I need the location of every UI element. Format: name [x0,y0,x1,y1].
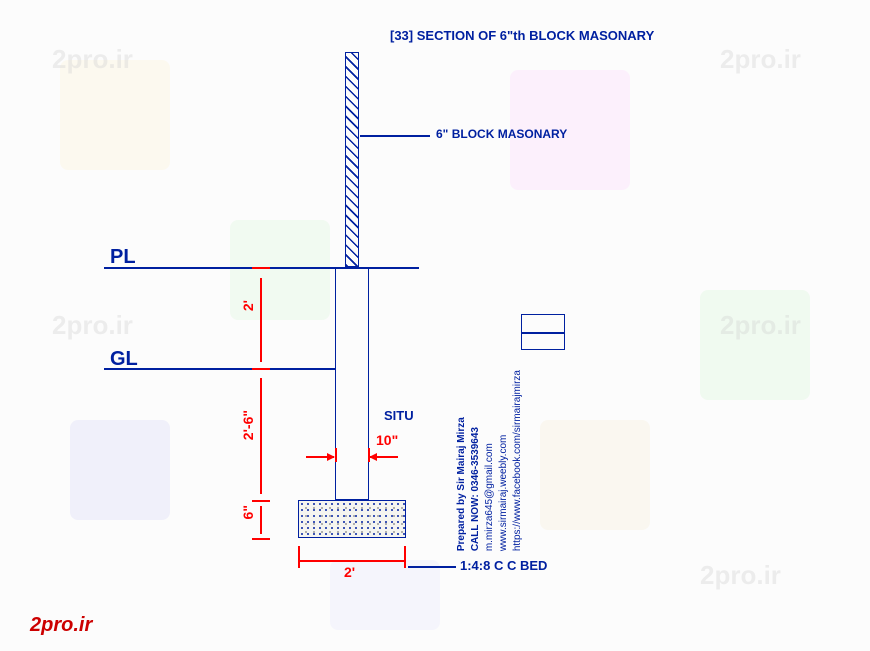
dim-below-depth: 2'-6" [240,410,256,440]
gl-label: GL [110,348,138,371]
bg-blob [60,60,170,170]
cc-bed [298,500,406,538]
credit-line: Prepared by Sir Mairaj Mirza [455,370,469,551]
dim-plinth-height: 2' [240,300,256,311]
credit-line: www.sirmairaj.weebly.com [497,370,511,551]
ext-line [335,448,337,462]
dim-plinth-width: 10" [376,432,398,448]
credit-line: CALL NOW: 0346-3539643 [469,370,483,551]
detail-box [521,314,565,350]
bottom-watermark: 2pro.ir [30,614,92,637]
dim-line [260,278,262,362]
ext-line [404,546,406,568]
credit-line: m.mirza645@gmail.com [483,370,497,551]
watermark: 2pro.ir [700,560,781,591]
gl-line [104,368,336,370]
dim-line [260,378,262,494]
credits-block: Prepared by Sir Mairaj Mirza CALL NOW: 0… [455,370,525,551]
bg-blob [700,290,810,400]
ext-line [252,538,270,540]
watermark: 2pro.ir [52,310,133,341]
ext-line [252,267,270,269]
bg-blob [70,420,170,520]
watermark: 2pro.ir [720,44,801,75]
ext-line [252,368,270,370]
situ-label: SITU [384,408,414,423]
leader-line [408,566,456,568]
watermark: 2pro.ir [720,310,801,341]
drawing-title: [33] SECTION OF 6"th BLOCK MASONARY [390,28,654,43]
bg-blob [540,420,650,530]
credit-line: https://www.facebook.com/sirmairajmirza [511,370,525,551]
dim-bed-width: 2' [344,564,355,580]
dim-line [370,456,398,458]
ext-line [298,546,300,568]
dim-line [300,560,404,562]
cc-bed-label: 1:4:8 C C BED [460,558,547,573]
watermark: 2pro.ir [52,44,133,75]
dim-bed-height: 6" [240,505,256,519]
leader-line [360,135,430,137]
pl-label: PL [110,246,136,269]
dim-line [260,506,262,534]
block-masonry-wall [345,52,359,267]
ext-line [252,500,270,502]
plinth-block [335,267,369,500]
dim-line [306,456,334,458]
block-masonry-label: 6" BLOCK MASONARY [436,127,567,141]
